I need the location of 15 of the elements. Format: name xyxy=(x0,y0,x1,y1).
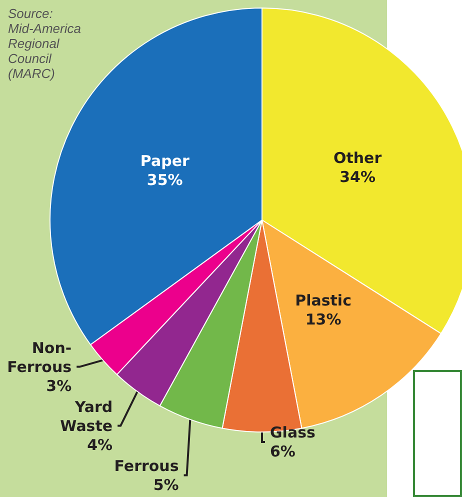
slice-label: Plastic xyxy=(295,292,352,310)
data-label: 34% xyxy=(340,168,376,186)
data-label: 3% xyxy=(46,376,72,395)
slice-label: Yard Waste xyxy=(60,398,113,435)
data-label: 13% xyxy=(305,310,342,329)
data-label: 35% xyxy=(146,171,183,190)
slice-label: Other xyxy=(333,148,382,167)
slice-label: Non-Ferrous xyxy=(7,338,72,376)
slice-label: Ferrous xyxy=(114,456,179,475)
slice-label: Paper xyxy=(140,152,190,170)
slice-label: Glass xyxy=(270,424,316,442)
data-label: 5% xyxy=(153,476,179,494)
data-label: 4% xyxy=(87,436,113,454)
data-label: 6% xyxy=(270,442,296,460)
source-note: Source: Mid-America Regional Council (MARC) xyxy=(8,6,81,81)
